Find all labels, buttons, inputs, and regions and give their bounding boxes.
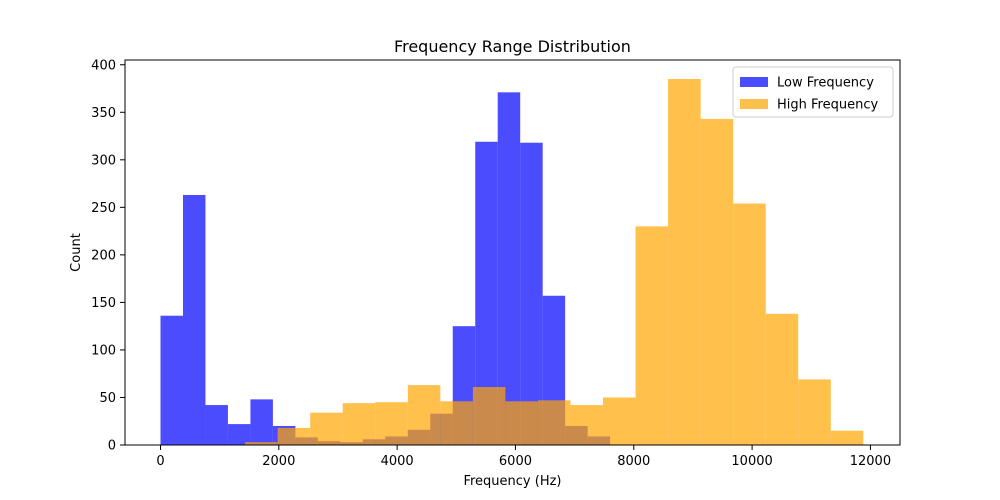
- x-tick-label-3: 6000: [499, 454, 532, 469]
- low-frequency-bar-0: [160, 315, 183, 445]
- legend-label-low-frequency: Low Frequency: [777, 76, 874, 91]
- high-frequency-bar-11: [603, 397, 636, 445]
- low-frequency-bar-2: [205, 405, 228, 445]
- y-axis-ticks: 0 50 100 150 200 250 300 350 400: [91, 58, 125, 454]
- x-tick-label-5: 10000: [731, 454, 772, 469]
- high-frequency-bar-8: [505, 401, 538, 445]
- high-frequency-bar-9: [537, 400, 571, 445]
- high-frequency-bar-15: [733, 203, 766, 445]
- low-frequency-bar-3: [227, 424, 251, 445]
- high-frequency-bar-0: [245, 442, 278, 445]
- low-frequency-bar-16: [520, 142, 543, 445]
- y-tick-label-3: 150: [91, 296, 116, 311]
- high-frequency-bar-16: [765, 313, 799, 445]
- legend-swatch-high-frequency: [740, 99, 768, 109]
- low-frequency-bar-4: [250, 399, 273, 445]
- x-tick-label-6: 12000: [850, 454, 891, 469]
- x-tick-label-1: 2000: [262, 454, 295, 469]
- x-tick-label-0: 0: [156, 454, 164, 469]
- high-frequency-bar-10: [570, 405, 604, 445]
- low-frequency-bar-1: [182, 194, 206, 445]
- y-tick-label-5: 250: [91, 201, 116, 216]
- x-axis-label: Frequency (Hz): [463, 474, 561, 489]
- high-frequency-bar-7: [472, 387, 506, 445]
- y-tick-label-2: 100: [91, 343, 116, 358]
- y-tick-label-7: 350: [91, 106, 116, 121]
- y-tick-label-4: 200: [91, 248, 116, 263]
- high-frequency-bar-17: [798, 379, 831, 445]
- y-tick-label-8: 400: [91, 58, 116, 73]
- bars-layer: [160, 79, 864, 446]
- x-tick-label-4: 8000: [617, 454, 650, 469]
- high-frequency-bar-4: [375, 402, 408, 445]
- high-frequency-bar-12: [635, 226, 669, 445]
- y-axis-label: Count: [69, 233, 84, 272]
- plot-frame: [124, 59, 901, 446]
- high-frequency-bar-2: [310, 412, 343, 445]
- legend-box: [732, 66, 894, 118]
- high-frequency-bar-1: [277, 427, 311, 445]
- chart-title: Frequency Range Distribution: [394, 37, 631, 56]
- low-frequency-bar-14: [475, 141, 498, 445]
- high-frequency-bar-6: [440, 401, 473, 445]
- high-frequency-bar-14: [700, 118, 734, 446]
- legend: Low Frequency High Frequency: [732, 66, 894, 118]
- high-frequency-bar-5: [407, 385, 441, 445]
- legend-swatch-low-frequency: [740, 77, 768, 87]
- y-tick-label-6: 300: [91, 153, 116, 168]
- x-axis-ticks: 0 2000 4000 6000 8000 10000 12000: [156, 445, 891, 469]
- y-tick-label-0: 0: [108, 439, 116, 454]
- y-tick-label-1: 50: [99, 391, 116, 406]
- legend-label-high-frequency: High Frequency: [777, 98, 878, 113]
- high-frequency-bar-13: [668, 79, 701, 446]
- low-frequency-bar-15: [497, 92, 521, 445]
- x-tick-label-2: 4000: [381, 454, 414, 469]
- high-frequency-bar-3: [342, 403, 376, 445]
- high-frequency-bar-18: [830, 430, 864, 445]
